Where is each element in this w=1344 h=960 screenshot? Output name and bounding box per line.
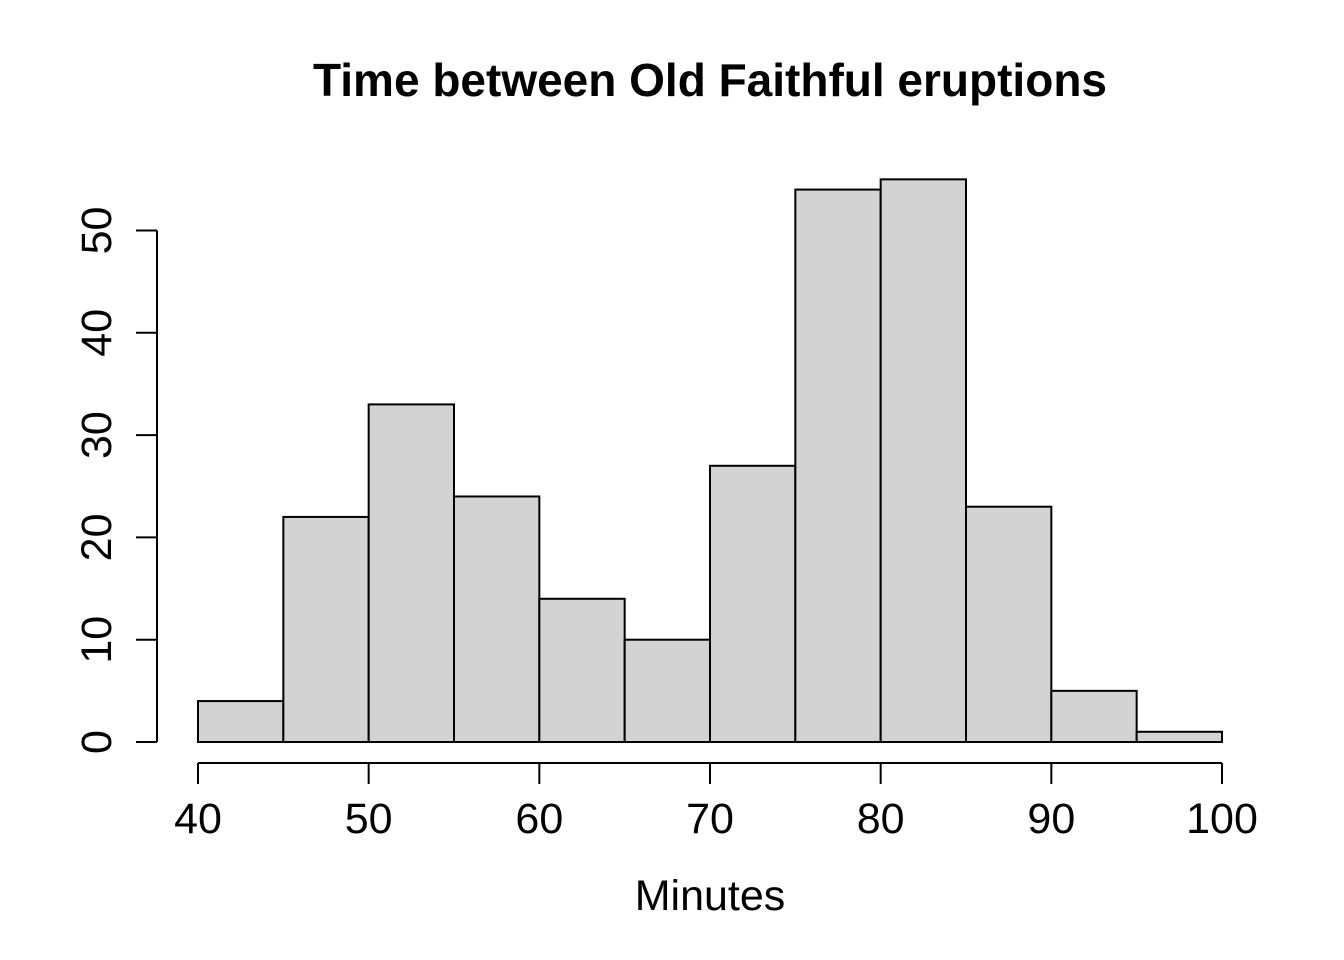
histogram-bar xyxy=(197,700,285,744)
x-axis-label: Minutes xyxy=(635,872,786,920)
histogram-bar xyxy=(879,178,968,744)
x-tick-label: 40 xyxy=(174,795,222,843)
histogram-bar xyxy=(1050,689,1138,743)
x-tick-label: 90 xyxy=(1027,795,1075,843)
histogram-bar xyxy=(282,515,370,743)
x-tick-label: 60 xyxy=(515,795,563,843)
histogram-bar xyxy=(965,505,1053,743)
y-tick-label: 20 xyxy=(73,513,121,561)
histogram-bar xyxy=(709,464,797,743)
x-tick-label: 100 xyxy=(1186,795,1258,843)
histogram-bar xyxy=(1135,730,1223,744)
y-tick-label: 10 xyxy=(73,616,121,664)
x-axis: 40 50 60 70 80 90 100 xyxy=(174,762,1258,843)
bars-group xyxy=(197,178,1223,744)
histogram-bar xyxy=(367,403,455,743)
y-tick-label: 50 xyxy=(73,207,121,255)
y-axis: 0 10 20 30 40 50 xyxy=(73,207,158,754)
histogram-bar xyxy=(794,188,882,743)
histogram-bar xyxy=(623,638,712,744)
chart-title: Time between Old Faithful eruptions xyxy=(313,54,1107,106)
x-tick-label: 70 xyxy=(686,795,734,843)
y-tick-label: 30 xyxy=(73,411,121,459)
x-tick-label: 50 xyxy=(345,795,393,843)
y-tick-label: 40 xyxy=(73,309,121,357)
x-tick-label: 80 xyxy=(857,795,905,843)
y-tick-label: 0 xyxy=(73,730,121,754)
histogram-bar xyxy=(453,495,541,744)
histogram-bar xyxy=(538,597,626,744)
